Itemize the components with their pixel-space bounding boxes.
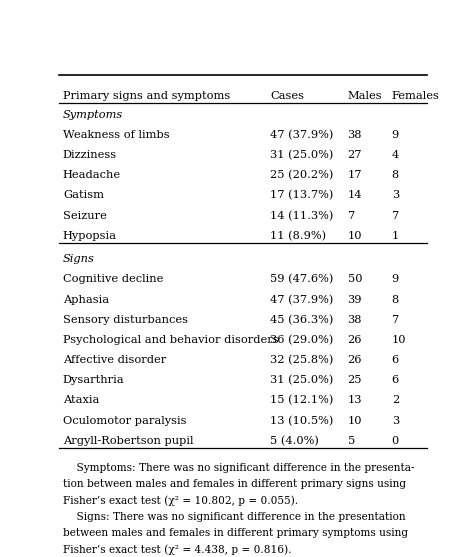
Text: tion between males and females in different primary signs using: tion between males and females in differ… <box>63 479 406 489</box>
Text: Fisher’s exact test (χ² = 4.438, p = 0.816).: Fisher’s exact test (χ² = 4.438, p = 0.8… <box>63 544 292 555</box>
Text: 38: 38 <box>347 130 362 140</box>
Text: Dysarthria: Dysarthria <box>63 375 125 385</box>
Text: Weakness of limbs: Weakness of limbs <box>63 130 170 140</box>
Text: Argyll-Robertson pupil: Argyll-Robertson pupil <box>63 436 193 446</box>
Text: 10: 10 <box>347 231 362 241</box>
Text: 14 (11.3%): 14 (11.3%) <box>271 211 334 221</box>
Text: Symptoms: There was no significant difference in the presenta-: Symptoms: There was no significant diffe… <box>63 463 414 473</box>
Text: 31 (25.0%): 31 (25.0%) <box>271 150 334 160</box>
Text: 10: 10 <box>347 416 362 426</box>
Text: 36 (29.0%): 36 (29.0%) <box>271 335 334 345</box>
Text: 7: 7 <box>392 315 399 325</box>
Text: 9: 9 <box>392 275 399 285</box>
Text: Oculomotor paralysis: Oculomotor paralysis <box>63 416 186 426</box>
Text: 26: 26 <box>347 355 362 365</box>
Text: 3: 3 <box>392 190 399 201</box>
Text: 6: 6 <box>392 355 399 365</box>
Text: 8: 8 <box>392 170 399 180</box>
Text: 25 (20.2%): 25 (20.2%) <box>271 170 334 180</box>
Text: 15 (12.1%): 15 (12.1%) <box>271 395 334 405</box>
Text: between males and females in different primary symptoms using: between males and females in different p… <box>63 528 408 538</box>
Text: 9: 9 <box>392 130 399 140</box>
Text: 10: 10 <box>392 335 406 345</box>
Text: Females: Females <box>392 91 439 101</box>
Text: Primary signs and symptoms: Primary signs and symptoms <box>63 91 230 101</box>
Text: 17 (13.7%): 17 (13.7%) <box>271 190 334 201</box>
Text: Symptoms: Symptoms <box>63 110 123 120</box>
Text: Signs: There was no significant difference in the presentation: Signs: There was no significant differen… <box>63 511 406 521</box>
Text: 39: 39 <box>347 295 362 305</box>
Text: 4: 4 <box>392 150 399 160</box>
Text: 27: 27 <box>347 150 362 160</box>
Text: 45 (36.3%): 45 (36.3%) <box>271 315 334 325</box>
Text: 47 (37.9%): 47 (37.9%) <box>271 130 334 140</box>
Text: 25: 25 <box>347 375 362 385</box>
Text: Dizziness: Dizziness <box>63 150 117 160</box>
Text: 17: 17 <box>347 170 362 180</box>
Text: 14: 14 <box>347 190 362 201</box>
Text: Fisher’s exact test (χ² = 10.802, p = 0.055).: Fisher’s exact test (χ² = 10.802, p = 0.… <box>63 495 298 506</box>
Text: 7: 7 <box>347 211 355 221</box>
Text: 3: 3 <box>392 416 399 426</box>
Text: Headache: Headache <box>63 170 121 180</box>
Text: Aphasia: Aphasia <box>63 295 109 305</box>
Text: Sensory disturbances: Sensory disturbances <box>63 315 188 325</box>
Text: 31 (25.0%): 31 (25.0%) <box>271 375 334 385</box>
Text: Hypopsia: Hypopsia <box>63 231 117 241</box>
Text: 13: 13 <box>347 395 362 405</box>
Text: 50: 50 <box>347 275 362 285</box>
Text: Signs: Signs <box>63 254 95 264</box>
Text: 8: 8 <box>392 295 399 305</box>
Text: 2: 2 <box>392 395 399 405</box>
Text: 5: 5 <box>347 436 355 446</box>
Text: 32 (25.8%): 32 (25.8%) <box>271 355 334 365</box>
Text: 59 (47.6%): 59 (47.6%) <box>271 275 334 285</box>
Text: 26: 26 <box>347 335 362 345</box>
Text: Psychological and behavior disorders: Psychological and behavior disorders <box>63 335 279 345</box>
Text: 0: 0 <box>392 436 399 446</box>
Text: Seizure: Seizure <box>63 211 107 221</box>
Text: 1: 1 <box>392 231 399 241</box>
Text: Affective disorder: Affective disorder <box>63 355 166 365</box>
Text: 13 (10.5%): 13 (10.5%) <box>271 416 334 426</box>
Text: Males: Males <box>347 91 382 101</box>
Text: 6: 6 <box>392 375 399 385</box>
Text: 11 (8.9%): 11 (8.9%) <box>271 231 327 241</box>
Text: Cognitive decline: Cognitive decline <box>63 275 164 285</box>
Text: 38: 38 <box>347 315 362 325</box>
Text: Cases: Cases <box>271 91 304 101</box>
Text: 47 (37.9%): 47 (37.9%) <box>271 295 334 305</box>
Text: Gatism: Gatism <box>63 190 104 201</box>
Text: Ataxia: Ataxia <box>63 395 99 405</box>
Text: 7: 7 <box>392 211 399 221</box>
Text: 5 (4.0%): 5 (4.0%) <box>271 436 319 446</box>
